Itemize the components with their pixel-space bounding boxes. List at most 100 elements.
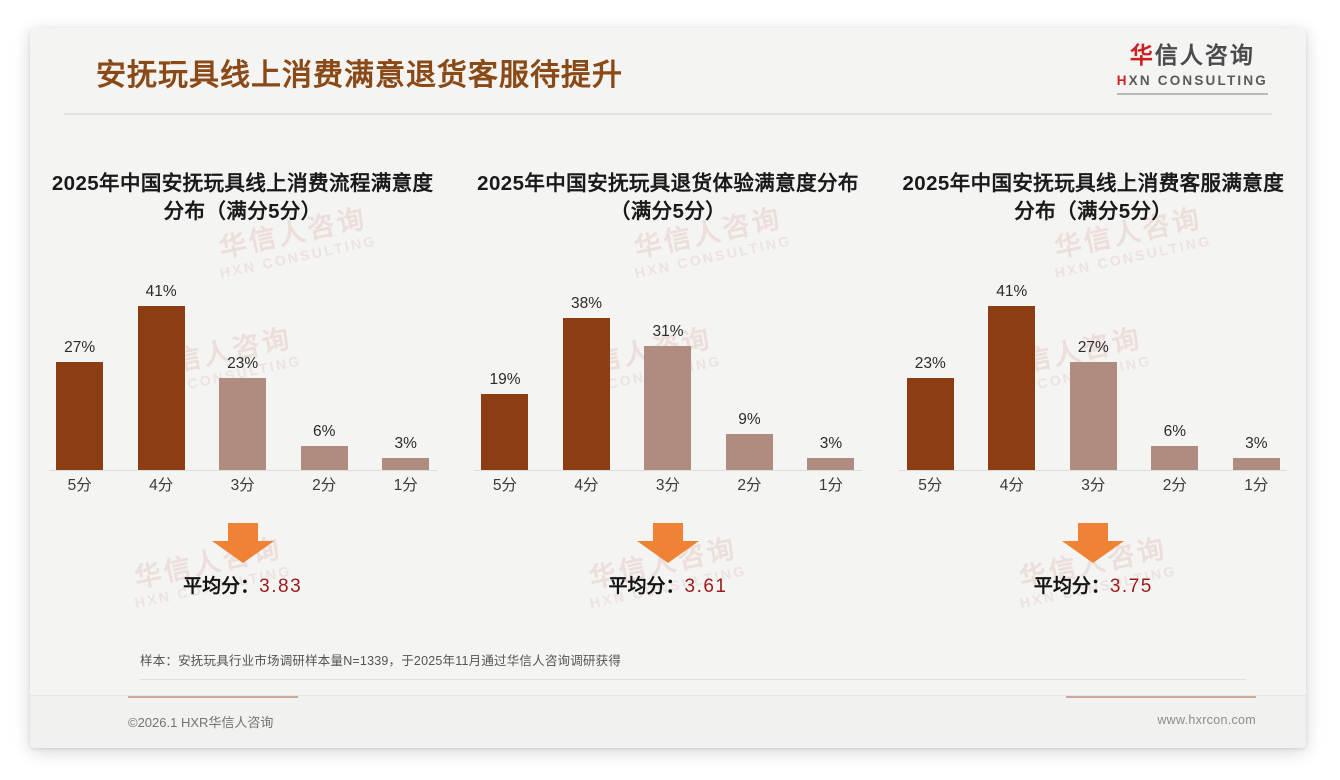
average-score-value: 3.83 bbox=[259, 576, 303, 598]
website-url[interactable]: www.hxrcon.com bbox=[1157, 713, 1256, 727]
bar-value-label: 41% bbox=[145, 283, 177, 301]
bar-item: 41% bbox=[981, 270, 1043, 471]
category-labels: 5分 4分 3分 2分 1分 bbox=[49, 473, 437, 501]
average-score: 平均分：3.75 bbox=[1034, 571, 1153, 598]
arrow-shaft bbox=[227, 523, 258, 542]
logo-en-accent-char: H bbox=[1116, 73, 1129, 88]
arrow-down-icon bbox=[1062, 523, 1125, 564]
logo-name-rest: 信人咨询 bbox=[1154, 42, 1255, 68]
category-label: 2分 bbox=[1162, 477, 1187, 495]
bar-value-label: 6% bbox=[312, 423, 336, 441]
category-label: 5分 bbox=[918, 477, 943, 495]
bar-chart: 23% 41% 27% 6% bbox=[893, 271, 1293, 501]
bar-item: 9% bbox=[718, 270, 780, 471]
chart-title: 2025年中国安抚玩具退货体验满意度分布（满分5分） bbox=[477, 172, 859, 223]
bar-item: 6% bbox=[293, 270, 355, 471]
bar-value-label: 23% bbox=[914, 355, 946, 373]
arrow-head bbox=[211, 541, 274, 564]
bar-rect bbox=[1151, 446, 1199, 471]
bar-item: 3% bbox=[1225, 270, 1287, 471]
slide-header: 安抚玩具线上消费满意退货客服待提升 华信人咨询 HXN CONSULTING bbox=[30, 28, 1306, 115]
arrow-shaft bbox=[1078, 523, 1109, 542]
average-score-block: 平均分：3.83 bbox=[43, 523, 443, 598]
bar-rect bbox=[219, 378, 267, 471]
arrow-head bbox=[636, 541, 699, 564]
arrow-down-icon bbox=[211, 523, 274, 564]
bar-chart: 27% 41% 23% 6% bbox=[43, 271, 443, 501]
average-score: 平均分：3.83 bbox=[183, 571, 302, 598]
average-score-value: 3.61 bbox=[684, 576, 728, 598]
bar-group: 27% 41% 23% 6% bbox=[49, 270, 437, 471]
logo-en-rest: XN CONSULTING bbox=[1128, 73, 1268, 88]
bar-value-label: 3% bbox=[1245, 435, 1268, 453]
bar-rect bbox=[382, 458, 430, 471]
bar-value-label: 41% bbox=[996, 283, 1028, 301]
chart-title: 2025年中国安抚玩具线上消费客服满意度分布（满分5分） bbox=[902, 172, 1285, 223]
chart-title: 2025年中国安抚玩具线上消费流程满意度分布（满分5分） bbox=[51, 172, 434, 223]
x-axis-line bbox=[473, 470, 862, 472]
sample-footnote: 样本：安抚玩具行业市场调研样本量N=1339，于2025年11月通过华信人咨询调… bbox=[140, 650, 1246, 680]
category-label: 3分 bbox=[230, 477, 255, 495]
average-score-block: 平均分：3.61 bbox=[468, 523, 868, 598]
bar-rect bbox=[1232, 458, 1280, 471]
bar-rect bbox=[562, 318, 610, 471]
arrow-head bbox=[1062, 541, 1125, 564]
bar-rect bbox=[988, 306, 1036, 471]
chart-panel-customer-service: 2025年中国安抚玩具线上消费客服满意度分布（满分5分） 23% 41% 27% bbox=[881, 128, 1306, 668]
bar-value-label: 3% bbox=[819, 435, 843, 453]
category-label: 5分 bbox=[492, 477, 518, 495]
category-label: 2分 bbox=[312, 477, 337, 495]
arrow-down-icon bbox=[636, 523, 699, 564]
bar-rect bbox=[137, 306, 185, 471]
x-axis-line bbox=[899, 470, 1288, 472]
bar-rect bbox=[300, 446, 348, 471]
category-labels: 5分 4分 3分 2分 1分 bbox=[899, 473, 1287, 501]
footer-rule-left bbox=[128, 696, 298, 698]
bar-rect bbox=[807, 458, 855, 471]
category-label: 4分 bbox=[999, 477, 1024, 495]
logo-underline bbox=[1116, 92, 1268, 95]
bar-value-label: 23% bbox=[227, 355, 259, 373]
bar-item: 27% bbox=[1062, 270, 1124, 471]
bar-rect bbox=[725, 434, 773, 471]
arrow-shaft bbox=[652, 523, 683, 542]
slide-canvas: 安抚玩具线上消费满意退货客服待提升 华信人咨询 HXN CONSULTING 华… bbox=[30, 28, 1306, 748]
bar-value-label: 3% bbox=[394, 435, 417, 453]
bar-value-label: 6% bbox=[1163, 423, 1187, 441]
slide-footer: ©2026.1 HXR华信人咨询 www.hxrcon.com bbox=[30, 695, 1306, 748]
bar-item: 3% bbox=[375, 270, 437, 471]
header-divider bbox=[64, 113, 1272, 115]
bar-item: 31% bbox=[637, 270, 699, 471]
bar-item: 38% bbox=[555, 270, 617, 471]
category-label: 3分 bbox=[655, 477, 681, 495]
bar-value-label: 27% bbox=[1077, 339, 1109, 357]
average-score-label: 平均分： bbox=[183, 576, 260, 598]
bar-item: 23% bbox=[899, 270, 961, 471]
bar-rect bbox=[906, 378, 954, 471]
bar-item: 27% bbox=[49, 270, 111, 471]
bar-group: 19% 38% 31% 9% bbox=[474, 270, 862, 471]
bar-value-label: 19% bbox=[489, 371, 521, 389]
bar-value-label: 38% bbox=[570, 295, 602, 313]
bar-value-label: 31% bbox=[652, 323, 684, 341]
average-score-label: 平均分： bbox=[608, 576, 685, 598]
bar-value-label: 27% bbox=[64, 339, 96, 357]
bar-rect bbox=[1069, 362, 1117, 471]
average-score-block: 平均分：3.75 bbox=[893, 523, 1293, 598]
x-axis-line bbox=[48, 470, 437, 472]
category-label: 1分 bbox=[818, 477, 844, 495]
chart-panel-return-experience: 2025年中国安抚玩具退货体验满意度分布（满分5分） 19% 38% 31% bbox=[455, 128, 880, 668]
bar-item: 6% bbox=[1144, 270, 1206, 471]
footer-rule-right bbox=[1066, 696, 1256, 698]
bar-item: 23% bbox=[212, 270, 274, 471]
copyright-text: ©2026.1 HXR华信人咨询 bbox=[128, 715, 274, 730]
average-score-label: 平均分： bbox=[1033, 576, 1110, 598]
category-label: 1分 bbox=[1244, 477, 1269, 495]
bar-value-label: 9% bbox=[738, 411, 761, 429]
category-label: 4分 bbox=[149, 477, 174, 495]
bar-item: 41% bbox=[130, 270, 192, 471]
average-score-value: 3.75 bbox=[1109, 576, 1153, 598]
logo-accent-char: 华 bbox=[1129, 42, 1155, 68]
bar-chart: 19% 38% 31% 9% bbox=[468, 271, 868, 501]
category-labels: 5分 4分 3分 2分 1分 bbox=[474, 473, 862, 501]
